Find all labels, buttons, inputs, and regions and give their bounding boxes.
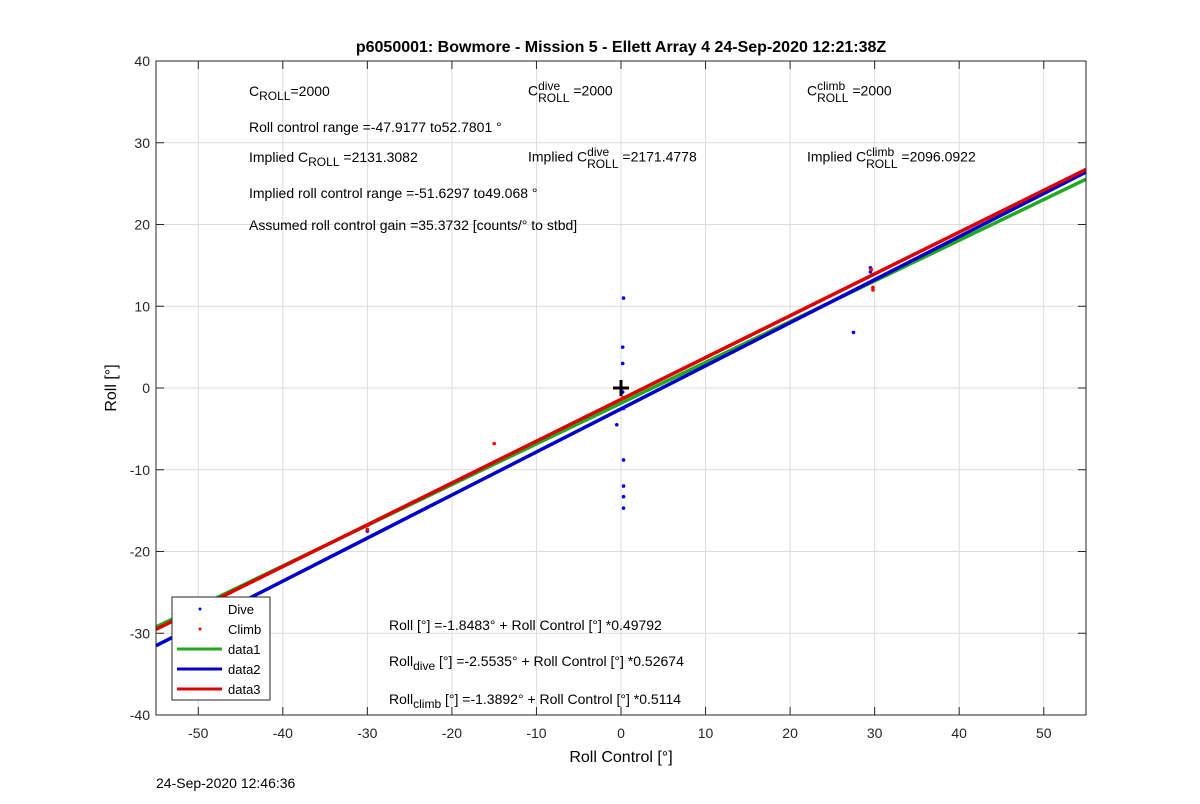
point-climb bbox=[492, 441, 496, 446]
implied-c-climb-superscript: climb bbox=[866, 145, 895, 159]
implied-c-dive-value: =2171.4778 bbox=[622, 148, 697, 165]
chart-title: p6050001: Bowmore - Mission 5 - Ellett A… bbox=[356, 39, 887, 56]
y-tick-label: -20 bbox=[130, 544, 150, 560]
y-axis-label: Roll [°] bbox=[103, 364, 120, 411]
point-dive bbox=[614, 422, 619, 427]
legend-label-data1: data1 bbox=[228, 642, 261, 657]
x-tick-label: -20 bbox=[442, 725, 462, 741]
c-roll-annotation: CROLL=2000 bbox=[249, 84, 330, 102]
legend-marker-climb bbox=[198, 627, 202, 631]
fit-dive-prefix: Roll bbox=[389, 653, 414, 669]
legend-label-data2: data2 bbox=[228, 662, 261, 677]
footer-timestamp: 24-Sep-2020 12:46:36 bbox=[156, 775, 296, 791]
x-tick-label: 30 bbox=[867, 725, 883, 741]
fit-line-data2 bbox=[155, 170, 1087, 648]
center-marker bbox=[613, 380, 629, 396]
fit-line-data3 bbox=[155, 167, 1087, 631]
x-tick-label: -30 bbox=[357, 725, 377, 741]
point-dive bbox=[620, 361, 625, 366]
x-tick-label: 50 bbox=[1036, 725, 1052, 741]
c-roll-value: =2000 bbox=[290, 83, 330, 99]
point-dive bbox=[621, 506, 626, 510]
point-dive bbox=[621, 406, 626, 411]
implied-c-roll-subscript: ROLL bbox=[308, 155, 340, 169]
x-tick-label: -50 bbox=[188, 725, 208, 741]
point-dive bbox=[621, 484, 626, 488]
c-climb-letter: C bbox=[807, 82, 818, 99]
y-tick-label: 30 bbox=[134, 135, 150, 151]
implied-c-climb-subscript: ROLL bbox=[866, 157, 898, 171]
y-tick-label: -40 bbox=[130, 707, 150, 723]
point-climb bbox=[871, 285, 875, 290]
point-climb bbox=[365, 523, 370, 528]
x-tick-label: -10 bbox=[526, 725, 546, 741]
fit-dive-rest: [°] =-2.5535° + Roll Control [°] *0.5267… bbox=[435, 653, 684, 669]
point-climb bbox=[365, 527, 370, 532]
point-dive bbox=[620, 345, 625, 349]
implied-c-roll-value: =2131.3082 bbox=[343, 149, 418, 165]
point-dive bbox=[851, 330, 856, 335]
fit-climb-equation: Rollclimb [°] =-1.3892° + Roll Control [… bbox=[389, 692, 681, 710]
implied-c-dive-subscript: ROLL bbox=[587, 157, 619, 171]
implied-range-text: Implied roll control range =-51.6297 to4… bbox=[249, 185, 538, 201]
implied-c-roll-annotation: Implied CROLL =2131.3082 bbox=[249, 150, 418, 168]
y-tick-label: 10 bbox=[134, 298, 150, 314]
implied-c-dive-supsub: dive ROLL bbox=[587, 146, 618, 170]
fit-climb-prefix: Roll bbox=[389, 691, 414, 707]
point-climb bbox=[869, 267, 874, 272]
legend-label-dive: Dive bbox=[228, 602, 254, 617]
implied-c-dive-prefix: Implied C bbox=[528, 148, 588, 165]
legend-label-data3: data3 bbox=[228, 682, 261, 697]
implied-c-climb-supsub: climb ROLL bbox=[866, 146, 897, 170]
c-dive-superscript: dive bbox=[538, 79, 561, 93]
c-dive-letter: C bbox=[528, 82, 539, 99]
c-dive-subscript: ROLL bbox=[538, 91, 570, 105]
y-tick-label: 20 bbox=[134, 217, 150, 233]
roll-control-range-text: Roll control range =-47.9177 to52.7801 ° bbox=[249, 119, 502, 135]
fit-dive-equation: Rolldive [°] =-2.5535° + Roll Control [°… bbox=[389, 654, 684, 672]
assumed-gain-text: Assumed roll control gain =35.3732 [coun… bbox=[249, 217, 578, 233]
tick-labels: -50 -40 -30 -20 -10 0 10 20 30 40 50 -40 -30 -20 -10 0 1… bbox=[130, 53, 1086, 741]
fit-all-equation: Roll [°] =-1.8483° + Roll Control [°] *0… bbox=[389, 617, 662, 633]
x-axis-label: Roll Control [°] bbox=[569, 749, 672, 766]
x-tick-label: 20 bbox=[782, 725, 798, 741]
implied-c-dive-superscript: dive bbox=[587, 145, 610, 159]
x-tick-label: 0 bbox=[617, 725, 625, 741]
c-climb-superscript: climb bbox=[817, 79, 846, 93]
implied-c-climb-value: =2096.0922 bbox=[901, 148, 976, 165]
fit-climb-rest: [°] =-1.3892° + Roll Control [°] *0.5114 bbox=[441, 691, 682, 707]
fit-lines bbox=[155, 167, 1087, 648]
point-dive bbox=[621, 296, 626, 300]
point-dive bbox=[621, 494, 626, 499]
c-climb-subscript: ROLL bbox=[817, 91, 849, 105]
point-dive bbox=[621, 458, 626, 462]
c-roll-letter: C bbox=[249, 83, 260, 99]
legend: Dive Climb data1 data2 data3 bbox=[171, 596, 271, 701]
fit-dive-subscript: dive bbox=[413, 659, 436, 673]
c-climb-supsub: climb ROLL bbox=[817, 80, 848, 104]
y-tick-label: 40 bbox=[134, 53, 150, 69]
y-tick-label: -10 bbox=[130, 462, 150, 478]
c-roll-subscript: ROLL bbox=[259, 89, 291, 103]
point-climb bbox=[620, 396, 625, 400]
c-climb-value: =2000 bbox=[852, 82, 892, 99]
fit-climb-subscript: climb bbox=[413, 697, 442, 711]
legend-label-climb: Climb bbox=[228, 622, 261, 637]
x-tick-label: 40 bbox=[951, 725, 967, 741]
c-dive-supsub: dive ROLL bbox=[538, 80, 569, 104]
y-tick-label: 0 bbox=[142, 380, 150, 396]
implied-c-roll-prefix: Implied C bbox=[249, 149, 309, 165]
y-tick-label: -30 bbox=[130, 625, 150, 641]
x-tick-label: -40 bbox=[273, 725, 293, 741]
legend-marker-dive bbox=[198, 607, 202, 611]
implied-c-climb-prefix: Implied C bbox=[807, 148, 867, 165]
x-tick-label: 10 bbox=[698, 725, 714, 741]
c-dive-value: =2000 bbox=[573, 82, 613, 99]
data-points bbox=[196, 266, 875, 631]
